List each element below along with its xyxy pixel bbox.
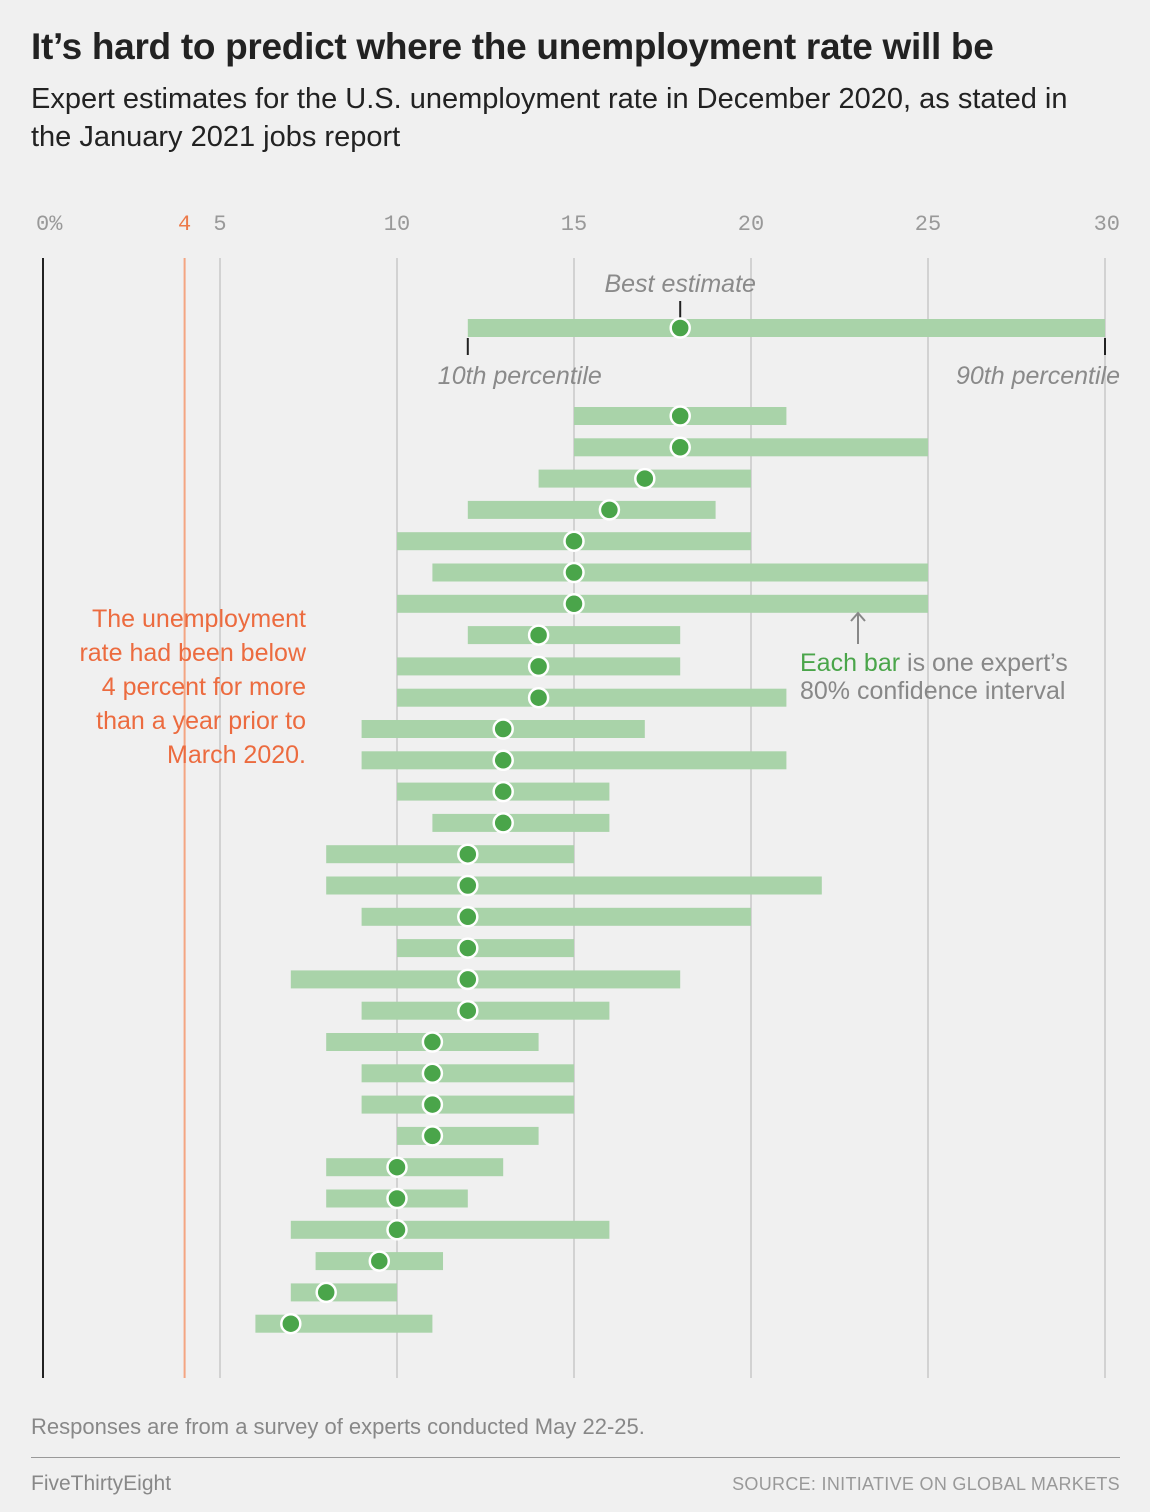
x-tick-label: 30: [1094, 212, 1120, 237]
interval-bar: [432, 813, 610, 832]
callout-text: Each bar is one expert’s 80% confidence …: [800, 649, 1068, 705]
key-p90-label: 90th percentile: [956, 362, 1120, 390]
interval-bar: [361, 1095, 574, 1114]
estimate-dot: [386, 1187, 408, 1210]
estimate-dot: [386, 1219, 408, 1241]
estimate-dot: [457, 906, 479, 928]
estimate-dot: [492, 718, 514, 740]
interval-bar: [326, 1158, 504, 1177]
callout-highlight: Each bar: [800, 649, 901, 677]
estimate-dots: [280, 405, 691, 1335]
reference-note-line: March 2020.: [167, 741, 306, 769]
interval-bar: [361, 1001, 610, 1020]
estimate-dot: [315, 1281, 337, 1304]
estimate-dot: [563, 530, 585, 552]
estimate-dot: [386, 1156, 408, 1178]
estimate-dot: [421, 1031, 444, 1053]
estimate-dot: [457, 937, 479, 959]
interval-bar: [326, 876, 822, 895]
brand-label: FiveThirtyEight: [31, 1472, 172, 1495]
reference-note-line: 4 percent for more: [101, 673, 306, 701]
range-dot-chart: 0% 5 10 15 20 25 30 4 Best estimate 10th percent…: [36, 212, 1120, 1378]
reference-tick-label: 4: [178, 212, 191, 237]
estimate-dot: [457, 843, 479, 865]
estimate-dot: [421, 1125, 444, 1147]
x-tick-label: 20: [738, 212, 764, 237]
estimate-dot: [527, 655, 550, 678]
estimate-dot: [492, 749, 514, 772]
estimate-dot: [634, 467, 656, 490]
interval-bar: [326, 845, 574, 864]
x-tick-label: 15: [561, 212, 587, 237]
interval-bars: [255, 407, 928, 1333]
key-interval-bar: [467, 319, 1105, 337]
estimate-dot: [527, 624, 550, 646]
estimate-dot: [492, 780, 514, 803]
reference-note-line: rate had been below: [79, 639, 306, 667]
estimate-dot: [421, 1062, 444, 1085]
estimate-dot: [368, 1250, 391, 1272]
x-tick-label: 5: [213, 212, 226, 237]
interval-bar: [290, 1220, 610, 1239]
key-p10-label: 10th percentile: [438, 362, 602, 390]
estimate-dot: [669, 436, 691, 459]
interval-bar: [397, 1126, 539, 1145]
legend-example: Best estimate 10th percentile 90th percent…: [438, 270, 1120, 390]
x-tick-label: 10: [384, 212, 410, 237]
interval-bar: [397, 688, 787, 707]
estimate-dot: [563, 561, 585, 584]
estimate-dot: [457, 968, 479, 991]
reference-note-line: The unemployment: [91, 605, 306, 633]
interval-bar: [361, 1064, 574, 1083]
interval-bar: [397, 594, 928, 613]
interval-bar: [574, 438, 928, 457]
interval-bar: [432, 563, 928, 582]
x-tick-label: 0%: [36, 212, 63, 237]
reference-note-line: than a year prior to: [96, 707, 306, 735]
interval-bar: [290, 1283, 397, 1302]
key-estimate-dot: [669, 317, 691, 339]
interval-bar: [361, 907, 751, 926]
estimate-dot: [492, 812, 514, 834]
estimate-dot: [457, 874, 479, 897]
key-best-label: Best estimate: [604, 270, 755, 298]
estimate-dot: [421, 1093, 444, 1116]
x-tick-label: 25: [915, 212, 941, 237]
estimate-dot: [563, 593, 585, 615]
callout-line-1: is one expert’s: [900, 649, 1068, 677]
estimate-dot: [669, 405, 691, 427]
estimate-dot: [527, 686, 550, 709]
interval-bar: [397, 939, 574, 958]
interval-bar: [467, 500, 716, 519]
interval-bar: [467, 626, 681, 645]
footer-divider: [31, 1457, 1120, 1458]
chart-subtitle: Expert estimates for the U.S. unemployme…: [31, 83, 1068, 153]
interval-bar: [361, 751, 787, 770]
callout-line-2: 80% confidence interval: [800, 677, 1066, 705]
reference-note: The unemployment rate had been below 4 p…: [10, 602, 306, 772]
interval-bar: [290, 970, 681, 989]
up-arrow-icon: [850, 611, 866, 644]
estimate-dot: [457, 999, 479, 1022]
estimate-dot: [598, 499, 621, 521]
x-axis-labels: 0% 5 10 15 20 25 30 4: [36, 212, 1120, 237]
chart-title: It’s hard to predict where the unemploym…: [31, 26, 994, 67]
footnote: Responses are from a survey of experts c…: [31, 1414, 645, 1439]
estimate-dot: [280, 1312, 302, 1335]
source-label: SOURCE: INITIATIVE ON GLOBAL MARKETS: [732, 1474, 1120, 1494]
